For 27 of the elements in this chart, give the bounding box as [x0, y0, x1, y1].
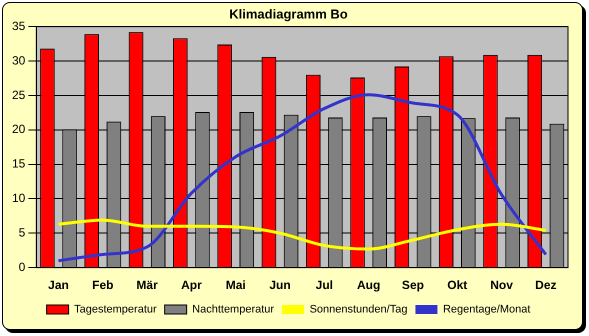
x-tick-label: Jun — [269, 278, 291, 292]
line-series — [57, 218, 548, 251]
x-tick-label: Apr — [181, 278, 202, 292]
x-tick-label: Feb — [92, 278, 114, 292]
y-tick-label: 5 — [18, 225, 26, 240]
legend-label: Nachttemperatur — [192, 304, 274, 316]
y-tick-label: 20 — [12, 122, 26, 136]
x-tick-label: Dez — [535, 278, 557, 292]
y-tick-label: 30 — [12, 53, 26, 68]
x-tick-label: Mai — [226, 278, 246, 292]
x-tick-label: Jul — [316, 278, 333, 292]
x-tick-label: Aug — [356, 278, 380, 292]
legend-label: Regentage/Monat — [442, 304, 530, 316]
y-tick-label: 15 — [12, 156, 26, 171]
y-tick-label: 0 — [18, 260, 26, 274]
legend-label: Tagestemperatur — [74, 304, 157, 316]
y-tick-label: 35 — [12, 18, 26, 33]
y-tick-label: 25 — [12, 88, 26, 102]
x-tick-label: Okt — [447, 278, 468, 292]
x-tick-label: Jan — [48, 278, 69, 292]
line-series — [57, 93, 548, 262]
legend-label: Sonnenstunden/Tag — [310, 304, 408, 316]
x-tick-label: Sep — [402, 278, 424, 292]
y-tick-label: 10 — [12, 191, 26, 206]
chart-title: Klimadiagramm Bo — [229, 6, 348, 22]
x-tick-label: Nov — [490, 278, 514, 292]
x-tick-label: Mär — [136, 278, 158, 292]
